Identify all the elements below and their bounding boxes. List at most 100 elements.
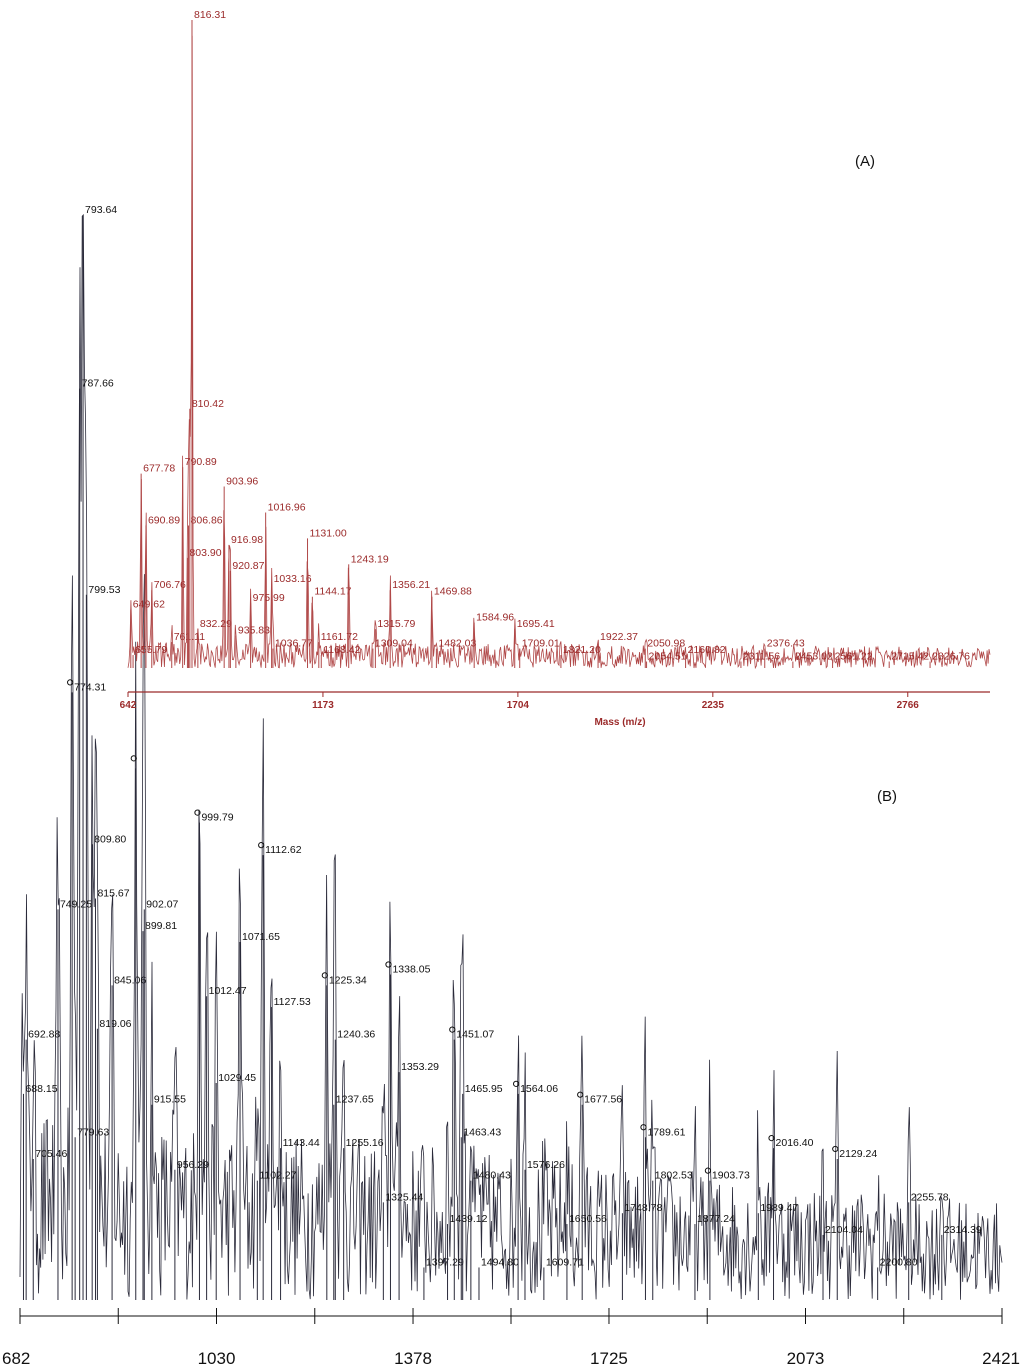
spectrum-b-peak-label: 1102.27	[259, 1170, 296, 1182]
spectrum-a-peak-label: 1482.03	[438, 638, 476, 650]
spectrum-b-peak-label: 1650.56	[569, 1213, 607, 1225]
spectrum-a-tick-label: 642	[120, 700, 137, 711]
spectrum-b-tick-label: 1725	[590, 1349, 628, 1368]
spectrum-b-peak-label: 1677.56	[584, 1094, 622, 1106]
spectrum-a-peak-label: 1016.96	[268, 501, 306, 513]
spectrum-a-peak-label: 1144.17	[314, 586, 351, 598]
spectrum-b-peak-marker-icon	[704, 1167, 712, 1174]
spectrum-a-peak-label: 916.98	[231, 534, 263, 546]
spectrum-b-peak-label: 845.06	[114, 974, 146, 986]
spectrum-b-peak-marker-icon	[258, 842, 265, 849]
spectrum-b-peak-label: 1802.53	[655, 1170, 693, 1182]
spectrum-a-peak-label: 1168.42	[323, 644, 360, 656]
spectrum-b-peak-label: 799.53	[88, 584, 120, 596]
spectrum-a-peak-label: 790.89	[185, 456, 217, 468]
spectrum-b-tick-label: 682	[2, 1349, 30, 1368]
spectrum-b-peak-marker-icon	[449, 1026, 456, 1033]
spectrum-b-peak-label: 1465.95	[465, 1083, 503, 1095]
spectrum-a-tick-label: 1173	[312, 700, 334, 711]
spectrum-b-peak-label: 819.06	[99, 1018, 131, 1030]
spectrum-a-line	[127, 35, 991, 670]
spectrum-a-peak-label: 1243.19	[351, 553, 389, 565]
spectrum-a-peak-label: 1356.21	[392, 579, 430, 591]
spectrum-a-peak-label: 1161.72	[321, 631, 358, 643]
spectrum-a-peak-label: 2561.22	[835, 651, 873, 663]
spectrum-b-peak-marker-icon	[768, 1135, 775, 1142]
spectrum-b-peak-label: 1789.61	[647, 1126, 685, 1138]
spectrum-b-peak-marker-icon	[194, 809, 201, 816]
spectrum-b-x-axis: 682 1030 1378 1725 2073 2421	[2, 1308, 1020, 1368]
spectrum-a-peak-label: 1131.00	[310, 527, 347, 539]
spectrum-a-peak-label: 1033.16	[274, 573, 312, 585]
spectrum-b-peak-label: 2255.78	[911, 1191, 949, 1203]
spectrum-a-peak-label: 920.87	[232, 560, 264, 572]
spectrum-b-peak-label: 1397.29	[426, 1256, 464, 1268]
spectrum-b-peak-label: 1564.06	[520, 1083, 558, 1095]
spectrum-b-peak-label: 1903.73	[712, 1170, 750, 1182]
spectrum-b-peak-label: 1353.29	[401, 1061, 439, 1073]
spectrum-a-peak-label: 1315.79	[377, 618, 415, 630]
spectrum-b-peak-label: 1325.44	[385, 1191, 423, 1203]
spectrum-b-peak-label: 1071.65	[242, 931, 280, 943]
spectrum-b-peak-label: 1012.47	[209, 985, 247, 997]
spectrum-b-peak-label: 749.25	[60, 898, 92, 910]
spectrum-b-peak-marker-icon	[67, 679, 74, 686]
spectrum-a-trace-layer	[127, 35, 991, 670]
spectrum-b-peak-marker-icon	[385, 961, 392, 968]
panel-a-label: (A)	[855, 153, 875, 170]
spectrum-b-peak-label: 1127.53	[274, 996, 311, 1008]
spectrum-b-peak-label: 902.07	[146, 898, 178, 910]
spectrum-a-peak-label: 975.99	[253, 592, 285, 604]
spectrum-a-peak-label: 1036.77	[275, 638, 313, 650]
spectrum-b-peak-label: 692.88	[28, 1029, 60, 1041]
spectrum-a-peak-label: 2160.82	[688, 644, 726, 656]
spectrum-b-peak-marker-icon	[640, 1124, 647, 1131]
spectrum-a-peak-label: 1695.41	[517, 618, 555, 630]
spectrum-b-line	[19, 213, 1003, 1300]
spectrum-b-peak-label: 779.63	[77, 1126, 109, 1138]
spectrum-b-peak-label: 1338.05	[392, 964, 430, 976]
spectrum-a-peak-labels: 649.62655.79677.78690.89706.76761.11790.…	[130, 9, 970, 668]
spectrum-b-peak-label: 1609.71	[546, 1256, 584, 1268]
spectrum-b-peak-label: 2104.04	[825, 1224, 863, 1236]
spectrum-a-peak-label: 803.90	[189, 547, 221, 559]
spectrum-b-peak-label: 1494.80	[481, 1256, 519, 1268]
spectrum-a-peak-label: 649.62	[133, 599, 165, 611]
spectrum-b-peak-label: 1237.65	[336, 1094, 374, 1106]
spectrum-b-peak-label: 1480.43	[473, 1170, 511, 1182]
spectrum-b-peak-marker-icon	[321, 972, 328, 979]
spectrum-b-peak-label: 999.79	[201, 812, 233, 824]
spectrum-b-peak-label: 787.66	[82, 378, 114, 390]
spectrum-a-peak-label: 2054.51	[649, 651, 687, 663]
spectrum-b-peak-label: 1029.45	[218, 1072, 256, 1084]
spectrum-b-peak-label: 2314.39	[944, 1224, 982, 1236]
spectrum-b-peak-label: 1112.62	[265, 844, 302, 856]
spectrum-a-peak-label: 2311.56	[743, 651, 780, 663]
spectrum-a-peak-label: 1922.37	[600, 631, 638, 643]
spectrum-b-tick-label: 1030	[198, 1349, 236, 1368]
spectrum-a-peak-label: 810.42	[192, 398, 224, 410]
spectrum-b-peak-label: 793.64	[85, 204, 117, 216]
spectrum-b-peak-marker-icon	[512, 1080, 520, 1087]
spectrum-a-peak-label: 2826.76	[932, 651, 970, 663]
spectrum-b-peak-label: 1225.34	[329, 974, 367, 986]
spectrum-a-peak-label: 2453.02	[795, 651, 833, 663]
spectrum-a-peak-label: 677.78	[143, 463, 175, 475]
spectrum-b-peak-label: 2016.40	[776, 1137, 814, 1149]
spectrum-a-peak-label: 1309.04	[375, 638, 413, 650]
spectrum-b-peak-label: 1989.47	[760, 1202, 798, 1214]
spectrum-b-peak-label: 688.15	[25, 1083, 57, 1095]
spectrum-b-peak-label: 1451.07	[456, 1029, 494, 1041]
spectrum-b-peak-labels: 688.15 692.88 705.46 749.25 774.31 779.63 787.…	[22, 204, 982, 1300]
spectrum-a-peak-label: 690.89	[148, 514, 180, 526]
panel-b-label: (B)	[877, 788, 897, 805]
spectrum-a-peak-label: 832.29	[200, 618, 232, 630]
spectrum-b-peak-label: 956.29	[177, 1159, 209, 1171]
spectrum-b-peak-label: 899.81	[145, 920, 177, 932]
spectrum-a-peak-label: 2376.43	[767, 638, 805, 650]
spectrum-b-peak-label: 1576.26	[527, 1159, 565, 1171]
spectrum-b-peak-label: 1255.16	[346, 1137, 384, 1149]
spectrum-b-tick-label: 2421	[982, 1349, 1020, 1368]
spectrum-a-peak-label: 903.96	[226, 476, 258, 488]
spectrum-a-peak-label: 816.31	[194, 9, 226, 21]
